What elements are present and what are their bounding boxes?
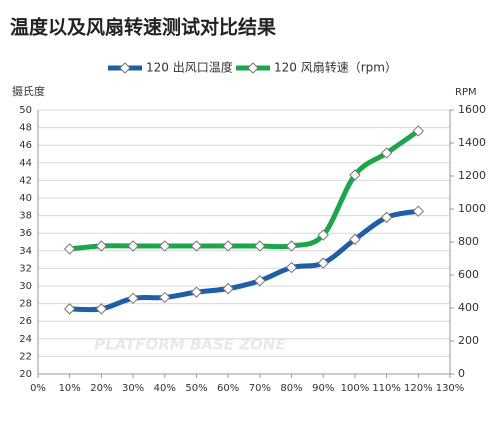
y2-tick-label: 400 <box>458 301 479 314</box>
y2-tick-label: 1200 <box>458 169 486 182</box>
legend-marker <box>119 62 131 74</box>
x-tick-label: 120% <box>404 383 433 394</box>
data-point <box>317 229 329 241</box>
data-point <box>412 205 425 217</box>
y-tick-label: 36 <box>19 228 32 239</box>
y2-tick-label: 1400 <box>458 136 486 149</box>
x-tick-label: 50% <box>185 383 207 394</box>
data-point <box>349 233 361 246</box>
y-axis-label: 摄氏度 <box>12 84 45 98</box>
y-tick-label: 50 <box>19 105 32 116</box>
data-point <box>63 303 76 315</box>
y-tick-label: 44 <box>19 158 32 169</box>
data-point <box>222 240 234 252</box>
y-tick-label: 20 <box>19 369 32 380</box>
x-tick-label: 100% <box>341 383 370 394</box>
data-point <box>222 282 234 295</box>
x-tick-label: 60% <box>217 383 239 394</box>
y2-tick-label: 0 <box>458 367 465 380</box>
data-point <box>349 169 361 181</box>
data-point <box>412 125 425 137</box>
data-point <box>95 303 108 315</box>
legend-label: 120 出风口温度 <box>146 60 233 75</box>
x-tick-label: 80% <box>280 383 302 394</box>
data-point <box>127 240 139 252</box>
data-point <box>285 240 298 252</box>
x-tick-label: 130% <box>436 383 465 394</box>
y2-tick-label: 1600 <box>458 103 486 116</box>
data-point <box>380 147 393 159</box>
series-line <box>67 208 421 313</box>
y-tick-label: 22 <box>19 351 32 362</box>
y-tick-label: 30 <box>19 281 32 292</box>
y-tick-label: 42 <box>19 175 32 186</box>
x-tick-label: 40% <box>154 383 176 394</box>
data-point <box>190 286 203 298</box>
data-point <box>380 211 393 224</box>
y2-tick-label: 1000 <box>458 202 486 215</box>
data-point <box>95 240 108 252</box>
y-tick-label: 46 <box>19 140 32 151</box>
y-tick-label: 24 <box>19 334 32 345</box>
x-tick-label: 110% <box>372 383 401 394</box>
y-tick-label: 48 <box>19 123 32 134</box>
data-point <box>254 275 266 287</box>
y2-tick-label: 600 <box>458 268 479 281</box>
x-tick-label: 0% <box>30 383 46 394</box>
legend-marker <box>247 62 259 74</box>
y2-axis-label: RPM <box>455 87 477 98</box>
y-tick-label: 26 <box>19 316 32 327</box>
data-point <box>254 240 266 252</box>
data-point <box>190 240 203 252</box>
legend-label: 120 风扇转速（rpm） <box>274 60 397 75</box>
y2-tick-label: 200 <box>458 334 479 347</box>
y-tick-label: 40 <box>19 193 32 204</box>
y-tick-label: 34 <box>19 246 32 257</box>
x-tick-label: 10% <box>59 383 81 394</box>
y-tick-label: 28 <box>19 299 32 310</box>
data-point <box>159 240 171 252</box>
watermark: PLATFORM BASE ZONE <box>94 336 286 354</box>
x-tick-label: 90% <box>312 383 334 394</box>
y-tick-label: 32 <box>19 263 32 274</box>
data-point <box>127 292 139 305</box>
data-point <box>317 257 329 269</box>
data-point <box>159 291 171 304</box>
data-point <box>63 243 76 255</box>
x-tick-label: 20% <box>90 383 112 394</box>
y2-tick-label: 800 <box>458 235 479 248</box>
x-tick-label: 70% <box>249 383 271 394</box>
chart-title: 温度以及风扇转速测试对比结果 <box>10 16 276 39</box>
y-tick-label: 38 <box>19 211 32 222</box>
data-point <box>285 261 298 274</box>
x-tick-label: 30% <box>122 383 144 394</box>
